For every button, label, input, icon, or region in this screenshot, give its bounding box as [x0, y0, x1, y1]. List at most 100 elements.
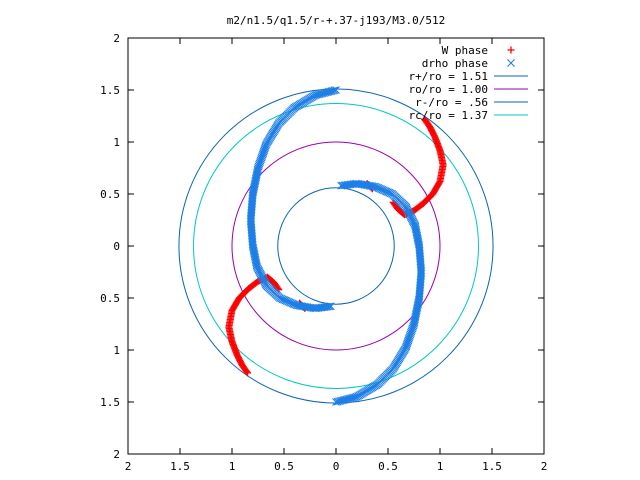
y-tick-label: 0.5 [100, 292, 120, 305]
x-tick-label: 2 [541, 460, 548, 473]
cross-marker [318, 89, 327, 98]
circle-series [277, 187, 395, 305]
y-tick-label: 2 [113, 32, 120, 45]
cross-marker [320, 89, 329, 97]
y-tick-label: 1.5 [100, 84, 120, 97]
circle-series [178, 88, 494, 404]
cross-marker [250, 180, 259, 189]
cross-marker [348, 394, 357, 402]
cross-marker [291, 300, 299, 309]
y-tick-label: 1.5 [100, 396, 120, 409]
cross-marker [414, 300, 422, 309]
y-tick-label: 1 [113, 136, 120, 149]
chart-title: m2/n1.5/q1.5/r-+.37-j193/M3.0/512 [227, 14, 446, 27]
legend-swatch [507, 59, 515, 67]
y-tick-label: 2 [113, 448, 120, 461]
cross-marker [332, 86, 340, 94]
cross-marker [327, 87, 336, 96]
x-tick-label: 1.5 [482, 460, 502, 473]
y-tick-label: 1 [113, 344, 120, 357]
cross-marker [411, 224, 420, 233]
cross-marker [413, 303, 422, 312]
cross-marker [411, 315, 419, 324]
cross-marker [337, 181, 346, 190]
cross-marker [333, 397, 342, 406]
x-tick-label: 0.5 [274, 460, 294, 473]
x-tick-label: 2 [125, 460, 132, 473]
cross-marker [340, 181, 349, 190]
cross-marker [411, 310, 420, 319]
cross-marker [326, 302, 335, 311]
cross-marker [411, 313, 420, 322]
cross-marker [323, 302, 332, 311]
cross-marker [250, 183, 258, 192]
cross-marker [410, 317, 419, 325]
cross-marker [338, 396, 346, 405]
legend-swatch [507, 46, 515, 54]
cross-marker [345, 394, 354, 403]
cross-marker [251, 179, 259, 188]
cross-marker [414, 298, 423, 307]
markers [225, 86, 447, 406]
cross-marker [253, 167, 262, 175]
cross-marker [335, 397, 343, 406]
ticks: 2 1.5 1 0.5 0 0.5 1 1.5 221.510.500.511.52 [100, 32, 547, 473]
cross-marker [373, 183, 381, 192]
y-tick-label: 0 [113, 240, 120, 253]
x-tick-label: 1 [229, 460, 236, 473]
cross-marker [339, 396, 348, 405]
cross-marker [410, 320, 418, 328]
cross-marker [346, 394, 355, 403]
cross-marker [341, 395, 349, 404]
cross-marker [343, 395, 352, 403]
cross-marker [251, 174, 260, 183]
cross-marker [338, 181, 347, 190]
cross-marker [325, 302, 334, 311]
cross-marker [250, 182, 259, 191]
cross-marker [315, 90, 324, 98]
cross-marker [252, 170, 261, 179]
cross-marker [411, 312, 420, 321]
cross-marker [349, 393, 358, 402]
legend-label: drho phase [422, 57, 488, 70]
cross-marker [411, 222, 420, 231]
cross-marker [254, 164, 262, 172]
x-tick-label: 1 [437, 460, 444, 473]
circles [178, 88, 494, 404]
cross-marker [412, 307, 421, 316]
cross-marker [409, 321, 418, 330]
cross-marker [321, 88, 330, 97]
cross-marker [252, 173, 261, 182]
legend-label: r-/ro = .56 [415, 96, 488, 109]
cross-marker [252, 259, 261, 268]
cross-marker [413, 304, 421, 313]
cross-marker [252, 261, 261, 270]
cross-marker [324, 87, 333, 96]
cross-marker [317, 89, 326, 98]
cross-marker [332, 398, 340, 406]
legend-label: ro/ro = 1.00 [409, 83, 488, 96]
cross-marker [410, 318, 419, 327]
legend-label: rc/ro = 1.37 [409, 109, 488, 122]
x-tick-label: 0.5 [378, 460, 398, 473]
cross-marker [252, 171, 261, 180]
cross-marker [253, 168, 261, 177]
cross-marker [251, 176, 260, 185]
x-tick-label: 1.5 [170, 460, 190, 473]
circle-series [193, 103, 479, 389]
cross-marker [323, 88, 331, 97]
cross-marker [253, 165, 262, 174]
legend-label: W phase [442, 44, 488, 57]
cross-marker [254, 162, 263, 171]
cross-marker [326, 87, 334, 96]
cross-marker [413, 301, 422, 310]
cross-marker [412, 306, 421, 315]
y-tick-label: 0.5 [100, 188, 120, 201]
cross-marker [336, 396, 345, 405]
legend-label: r+/ro = 1.51 [409, 70, 488, 83]
cross-marker [412, 309, 421, 318]
cross-marker [314, 90, 323, 99]
cross-marker [342, 395, 351, 404]
